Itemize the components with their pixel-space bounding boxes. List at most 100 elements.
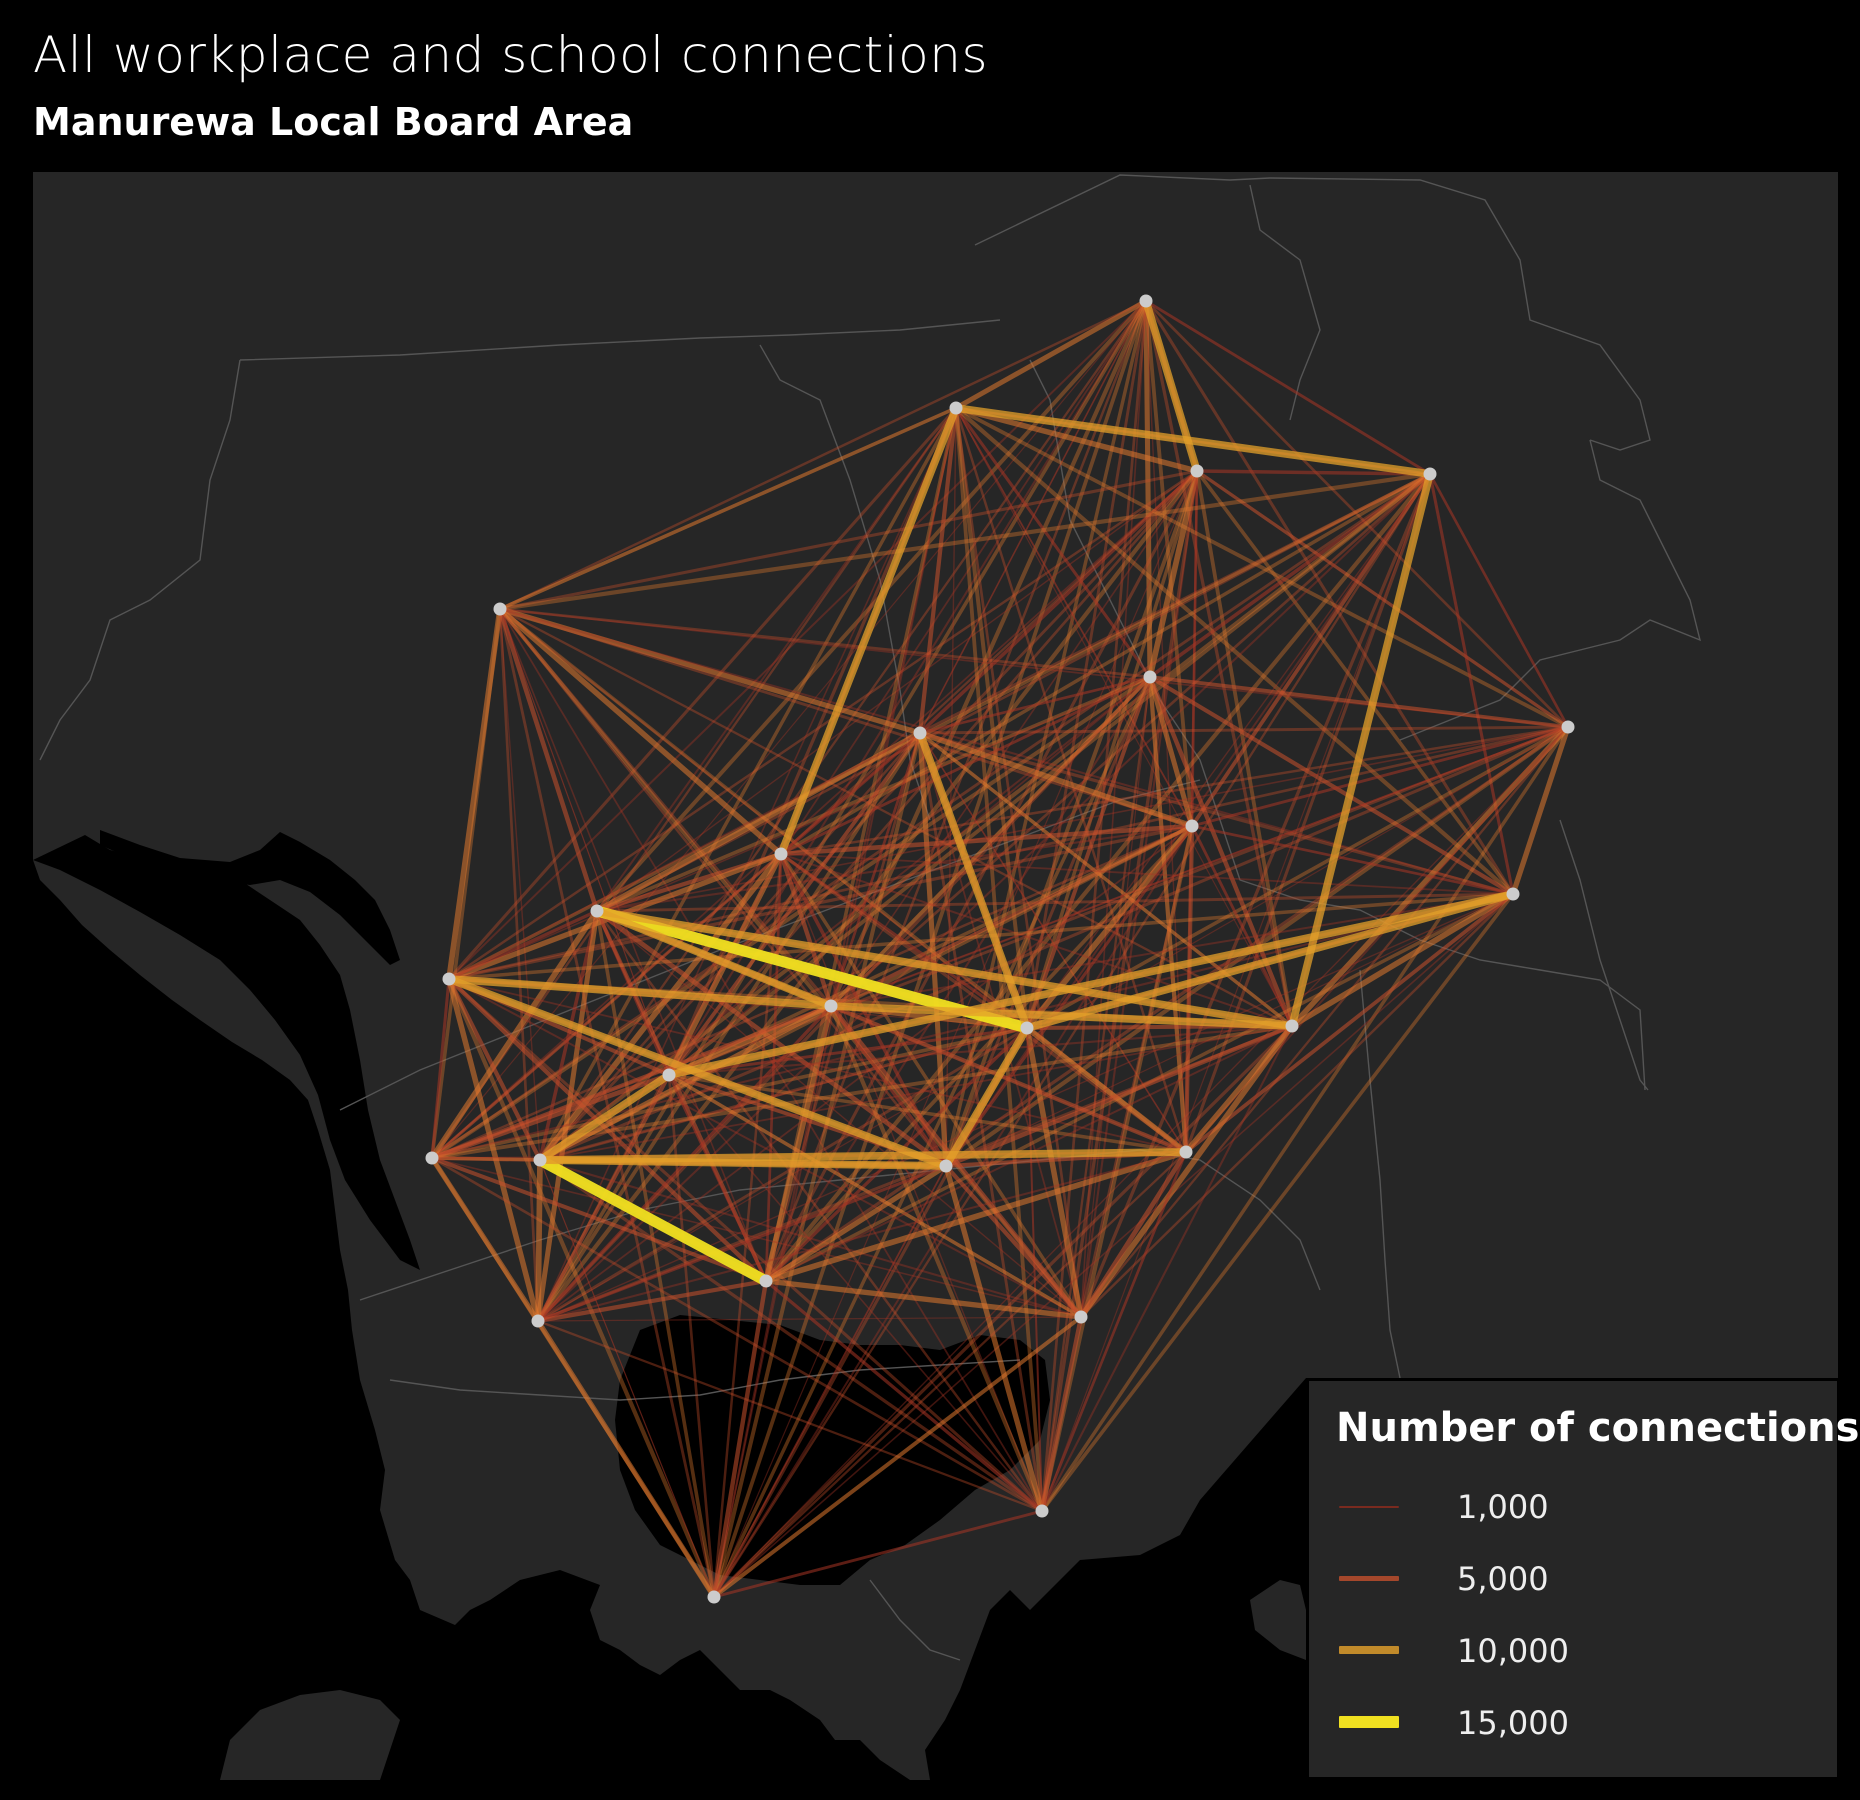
connection-line <box>430 406 958 1160</box>
connection-line <box>1079 472 1432 1319</box>
connection-line <box>1147 674 1195 829</box>
connection-line <box>764 469 1199 1283</box>
area-node <box>939 1159 953 1173</box>
area-node <box>442 972 456 986</box>
connection-line <box>499 608 1043 1512</box>
connection-line <box>1026 1027 1043 1512</box>
connection-line <box>498 607 1152 679</box>
legend-swatch-15000 <box>1339 1716 1399 1728</box>
connection-line <box>538 1158 1044 1513</box>
connection-line <box>498 607 1515 896</box>
connection-line <box>429 1072 672 1161</box>
connection-line <box>667 731 922 1077</box>
connection-line <box>539 1159 715 1598</box>
connection-line <box>430 607 502 1160</box>
legend-label-1000: 1,000 <box>1457 1488 1549 1526</box>
connection-line <box>953 298 1149 411</box>
connection-line <box>830 470 1198 1007</box>
connection-line <box>535 1278 769 1324</box>
connection-line <box>953 405 1200 474</box>
estuary-inlet <box>33 835 420 1270</box>
major-connection-line <box>777 404 960 858</box>
map-title: All workplace and school connections <box>33 26 988 84</box>
connection-line <box>535 1157 543 1324</box>
connection-line <box>536 1150 1188 1323</box>
connection-line <box>1144 299 1294 1028</box>
connection-line <box>1190 824 1294 1028</box>
map-subtitle: Manurewa Local Board Area <box>33 100 634 144</box>
legend-swatch-10000 <box>1339 1646 1399 1654</box>
connection-line <box>538 469 1199 1162</box>
connection-line <box>779 472 1432 856</box>
connection-line <box>828 298 1149 1009</box>
connection-line <box>780 853 1043 1512</box>
major-connection-line <box>665 890 1517 1079</box>
connection-line <box>1190 472 1432 828</box>
connection-line <box>1024 1025 1084 1320</box>
major-connection-line <box>445 975 835 1010</box>
southwest-island <box>220 1690 400 1780</box>
connection-line <box>779 852 1029 1030</box>
connection-line <box>918 731 1515 896</box>
connection-line <box>954 406 1029 1030</box>
connection-line <box>712 1150 1188 1599</box>
boundary-northeast <box>974 174 1651 451</box>
connection-line <box>667 1026 1029 1077</box>
connection-line <box>1025 299 1148 1030</box>
connection-line <box>667 406 958 1077</box>
connection-line <box>1079 892 1515 1319</box>
connection-line <box>429 1155 541 1324</box>
connection-line <box>712 472 1432 1599</box>
connection-line <box>538 1158 1083 1319</box>
connection-line <box>1078 1149 1189 1320</box>
connection-line <box>431 470 1198 1159</box>
connection-line <box>778 823 1195 857</box>
connection-line <box>668 676 1151 1076</box>
connection-line <box>446 606 503 982</box>
connection-line <box>943 1023 1295 1169</box>
connection-line <box>667 1073 768 1283</box>
connection-line <box>498 607 1294 1028</box>
connection-line <box>1147 674 1516 897</box>
connection-line <box>712 1509 1044 1599</box>
major-connection-line <box>593 907 1296 1030</box>
connection-line <box>954 406 1570 729</box>
area-node <box>1143 670 1157 684</box>
connection-line <box>780 853 1293 1027</box>
inner-harbour <box>615 1315 1050 1585</box>
connection-line <box>828 1003 1045 1514</box>
legend-swatch-1000 <box>1339 1506 1399 1508</box>
connection-line <box>780 300 1147 855</box>
connection-line <box>430 852 783 1160</box>
connection-line <box>713 825 1193 1598</box>
connection-line <box>944 824 1194 1168</box>
connection-line <box>829 406 958 1008</box>
connection-line <box>763 1149 1189 1284</box>
connection-line <box>764 1279 1044 1513</box>
area-node <box>590 904 604 918</box>
connection-line <box>712 1004 833 1599</box>
connection-line <box>778 851 834 1009</box>
connection-line <box>712 1315 1083 1599</box>
area-node <box>1020 1021 1034 1035</box>
connection-line <box>499 608 767 1282</box>
legend-item-5000: 5,000 <box>1339 1559 1819 1599</box>
connection-line <box>596 910 1082 1318</box>
connection-line <box>1080 300 1147 1318</box>
connection-line <box>763 1278 1084 1320</box>
connection-line <box>779 675 1152 856</box>
connection-line <box>713 893 1514 1598</box>
legend-item-10000: 10,000 <box>1339 1631 1819 1671</box>
area-node <box>662 1068 676 1082</box>
connection-line <box>779 469 1199 856</box>
connection-line <box>536 1164 948 1323</box>
connection-line <box>448 300 1147 980</box>
connection-line <box>1144 299 1570 729</box>
connection-line <box>918 725 1570 735</box>
legend: Number of connections 1,000 5,000 10,000… <box>1306 1378 1859 1780</box>
connection-line <box>1040 892 1515 1513</box>
area-node <box>774 847 788 861</box>
area-nodes <box>425 294 1575 1604</box>
area-node <box>531 1314 545 1328</box>
connection-line <box>1079 824 1194 1319</box>
